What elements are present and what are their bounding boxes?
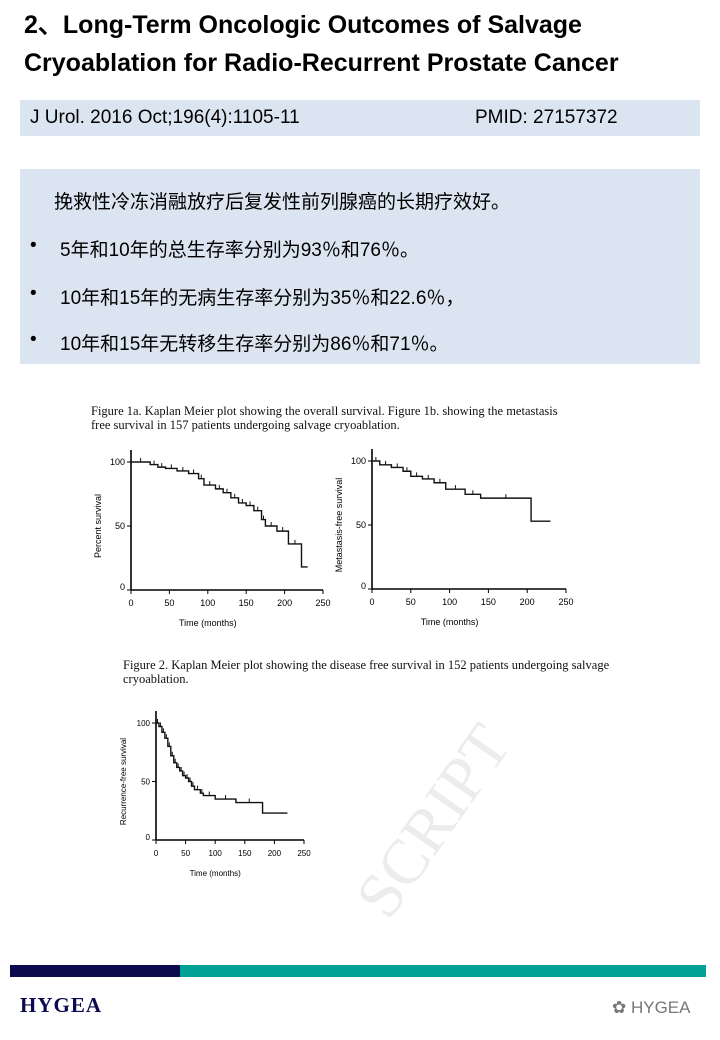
summary-lead: 挽救性冷冻消融放疗后复发性前列腺癌的长期疗效好。 — [54, 192, 511, 213]
x-tick-label: 200 — [268, 849, 282, 858]
x-tick-label: 150 — [481, 597, 496, 607]
x-tick-label: 50 — [181, 849, 190, 858]
slide-title: 2、Long-Term Oncologic Outcomes of Salvag… — [24, 6, 714, 82]
summary-box: 挽救性冷冻消融放疗后复发性前列腺癌的长期疗效好。 • 5年和10年的总生存率分别为… — [20, 169, 700, 364]
bullet-text: 10年和15年无转移生存率分别为86％和71％。 — [60, 334, 449, 355]
y-tick-label: 50 — [356, 520, 366, 530]
x-tick-label: 0 — [154, 849, 159, 858]
x-tick-label: 200 — [520, 597, 535, 607]
survival-curve — [131, 461, 308, 568]
x-tick-label: 250 — [315, 598, 330, 608]
y-tick-label: 100 — [110, 457, 125, 467]
footer-bar-teal — [180, 965, 706, 977]
caption-line: cryoablation. — [123, 672, 189, 686]
y-tick-label: 50 — [115, 521, 125, 531]
survival-curve — [156, 722, 288, 814]
y-axis-label: Recurrence-free survival — [119, 738, 128, 825]
y-tick-label: 50 — [141, 778, 150, 787]
y-axis-label: Metastasis-free survival — [334, 478, 344, 573]
x-tick-label: 250 — [558, 597, 573, 607]
figure1-caption: Figure 1a. Kaplan Meier plot showing the… — [91, 404, 558, 432]
citation: J Urol. 2016 Oct;196(4):1105-11 — [30, 107, 300, 128]
caption-line: Figure 1a. Kaplan Meier plot showing the… — [91, 404, 558, 418]
caption-line: Figure 2. Kaplan Meier plot showing the … — [123, 658, 610, 672]
wechat-label: HYGEA — [630, 998, 691, 1017]
wechat-icon: ✿ — [612, 998, 631, 1017]
y-tick-label: 0 — [120, 582, 125, 592]
x-tick-label: 200 — [277, 598, 292, 608]
citation-bar: J Urol. 2016 Oct;196(4):1105-11 PMID: 27… — [20, 100, 700, 136]
title-line-2: Cryoablation for Radio-Recurrent Prostat… — [24, 49, 619, 77]
title-line-1: 2、Long-Term Oncologic Outcomes of Salvag… — [24, 11, 582, 39]
figure2-caption: Figure 2. Kaplan Meier plot showing the … — [123, 658, 609, 686]
y-tick-label: 0 — [361, 581, 366, 591]
bullet-dot: • — [30, 235, 37, 256]
x-tick-label: 150 — [239, 598, 254, 608]
y-tick-label: 0 — [146, 833, 151, 842]
x-tick-label: 100 — [209, 849, 223, 858]
bullet-text: 5年和10年的总生存率分别为93％和76％。 — [60, 240, 419, 261]
x-tick-label: 0 — [128, 598, 133, 608]
y-tick-label: 100 — [137, 719, 151, 728]
x-tick-label: 100 — [200, 598, 215, 608]
x-tick-label: 0 — [369, 597, 374, 607]
x-axis-label: Time (months) — [421, 617, 479, 627]
x-tick-label: 50 — [406, 597, 416, 607]
x-tick-label: 150 — [238, 849, 252, 858]
bullet-dot: • — [30, 329, 37, 350]
x-axis-label: Time (months) — [190, 869, 242, 878]
footer-bar-navy — [10, 965, 180, 977]
y-axis-label: Percent survival — [93, 494, 103, 558]
x-tick-label: 50 — [164, 598, 174, 608]
hygea-logo: HYGEA — [20, 993, 103, 1017]
caption-line: free survival in 157 patients undergoing… — [91, 418, 400, 432]
bullet-dot: • — [30, 283, 37, 304]
survival-curve — [372, 460, 551, 522]
x-tick-label: 250 — [297, 849, 311, 858]
y-tick-label: 100 — [351, 456, 366, 466]
pmid: PMID: 27157372 — [475, 107, 618, 128]
bullet-text: 10年和15年的无病生存率分别为35％和22.6％， — [60, 288, 465, 309]
x-axis-label: Time (months) — [179, 618, 237, 628]
x-tick-label: 100 — [442, 597, 457, 607]
wechat-tag: ✿ HYGEA — [612, 998, 691, 1018]
